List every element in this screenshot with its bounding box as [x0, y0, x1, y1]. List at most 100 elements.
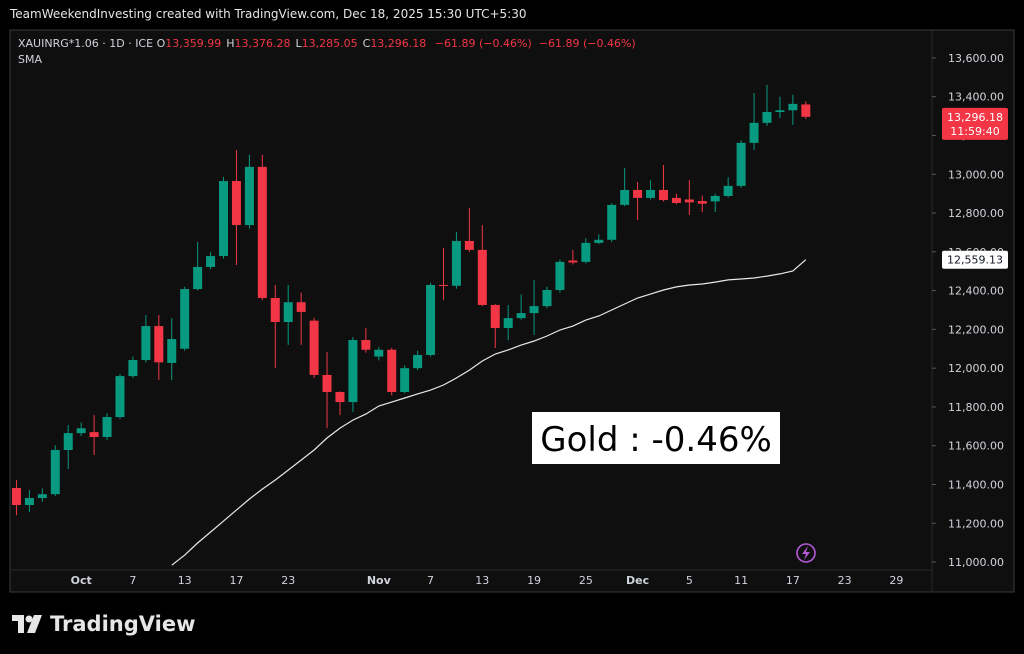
candle-body	[296, 302, 306, 312]
sma-line	[171, 259, 807, 566]
y-tick-label: 11,600.00	[948, 440, 1004, 453]
y-tick-label: 12,400.00	[948, 285, 1004, 298]
candle-body	[477, 249, 487, 305]
x-tick-label: 19	[527, 574, 541, 587]
candle-body	[464, 240, 474, 250]
candle-body	[244, 166, 254, 226]
candle-body	[37, 494, 47, 499]
candle-body	[710, 195, 720, 202]
candle-body	[76, 428, 86, 434]
x-tick-label: 17	[229, 574, 243, 587]
annotation: Gold : -0.46%	[540, 420, 772, 460]
candle-body	[646, 189, 656, 198]
candle-body	[555, 261, 565, 291]
candle-body	[568, 260, 578, 263]
y-tick-label: 11,200.00	[948, 517, 1004, 530]
candle-body	[270, 297, 280, 323]
symbol: XAUINRG*1.06 · 1D · ICE	[18, 37, 154, 50]
sma-legend: SMA	[18, 53, 42, 66]
candle-body	[206, 256, 216, 267]
candle-body	[180, 289, 190, 349]
ohlc-value: 13,359.99	[165, 37, 222, 50]
candle-body	[141, 326, 151, 361]
candle-body	[607, 204, 617, 240]
x-tick-label: Oct	[71, 574, 92, 587]
candle-body	[24, 498, 34, 506]
candle-body	[257, 166, 267, 298]
x-tick-label: 17	[786, 574, 800, 587]
change: −61.89 (−0.46%)	[538, 37, 636, 50]
candle-body	[762, 112, 772, 123]
logo[interactable]: TradingView	[12, 612, 195, 636]
candle-body	[736, 142, 746, 186]
ohlc-key: L	[295, 37, 302, 50]
y-tick-label: 13,000.00	[948, 168, 1004, 181]
candle-body	[115, 376, 125, 418]
y-tick-label: 11,000.00	[948, 556, 1004, 569]
candle-body	[322, 374, 332, 393]
candle-body	[374, 349, 384, 357]
candle-body	[684, 199, 694, 203]
candle-body	[361, 340, 371, 350]
candle-body	[633, 189, 643, 198]
x-tick-label: 7	[427, 574, 434, 587]
candle-body	[516, 313, 526, 319]
candle-body	[671, 197, 681, 203]
candle-body	[11, 487, 21, 506]
candle-body	[529, 306, 539, 314]
x-tick-label: 29	[889, 574, 903, 587]
candle-body	[193, 266, 203, 290]
candle-body	[387, 349, 397, 393]
candle-body	[309, 320, 319, 375]
candle-body	[594, 239, 604, 243]
candle-body	[697, 201, 707, 204]
candle-body	[400, 368, 410, 393]
candle-body	[348, 340, 358, 403]
candle-body	[723, 185, 733, 196]
last-price-box	[942, 107, 1008, 140]
ohlc-value: 13,376.28	[234, 37, 291, 50]
candle-body	[231, 181, 241, 226]
x-tick-label: 25	[579, 574, 593, 587]
candle-body	[581, 242, 591, 262]
candle-body	[438, 284, 448, 286]
sma-price-box	[942, 250, 1008, 269]
header: TeamWeekendInvesting created with Tradin…	[10, 7, 527, 21]
y-tick-label: 13,400.00	[948, 91, 1004, 104]
plot	[11, 84, 811, 566]
candle-body	[167, 339, 177, 363]
ohlc-value: 13,296.18	[370, 37, 427, 50]
candle-body	[788, 103, 798, 111]
annotation-box	[532, 412, 780, 464]
change: −61.89 (−0.46%)	[434, 37, 532, 50]
candle-body	[154, 326, 164, 363]
x-tick-label: 13	[178, 574, 192, 587]
candle-body	[749, 122, 759, 143]
x-tick-label: Nov	[367, 574, 392, 587]
candle-body	[801, 104, 811, 117]
x-tick-label: 5	[686, 574, 693, 587]
candle-body	[490, 304, 500, 329]
ohlc-key: H	[226, 37, 235, 50]
candle-body	[503, 318, 513, 329]
candle-body	[775, 110, 785, 113]
y-tick-label: 11,400.00	[948, 478, 1004, 491]
candle-body	[620, 189, 630, 205]
countdown: 11:59:40	[950, 125, 999, 138]
candle-body	[89, 432, 99, 437]
y-tick-label: 13,600.00	[948, 52, 1004, 65]
logo-icon	[12, 615, 42, 633]
candle-body	[426, 284, 436, 355]
x-tick-label: 11	[734, 574, 748, 587]
lightning-icon[interactable]	[796, 543, 816, 563]
x-tick-label: 23	[281, 574, 295, 587]
candle-body	[283, 302, 293, 323]
candle-body	[219, 181, 229, 257]
candle-body	[413, 354, 423, 369]
last-price-label: 13,296.18	[947, 111, 1003, 124]
sma-price-label: 12,559.13	[947, 254, 1003, 267]
y-tick-label: 11,800.00	[948, 401, 1004, 414]
x-tick-label: 23	[838, 574, 852, 587]
